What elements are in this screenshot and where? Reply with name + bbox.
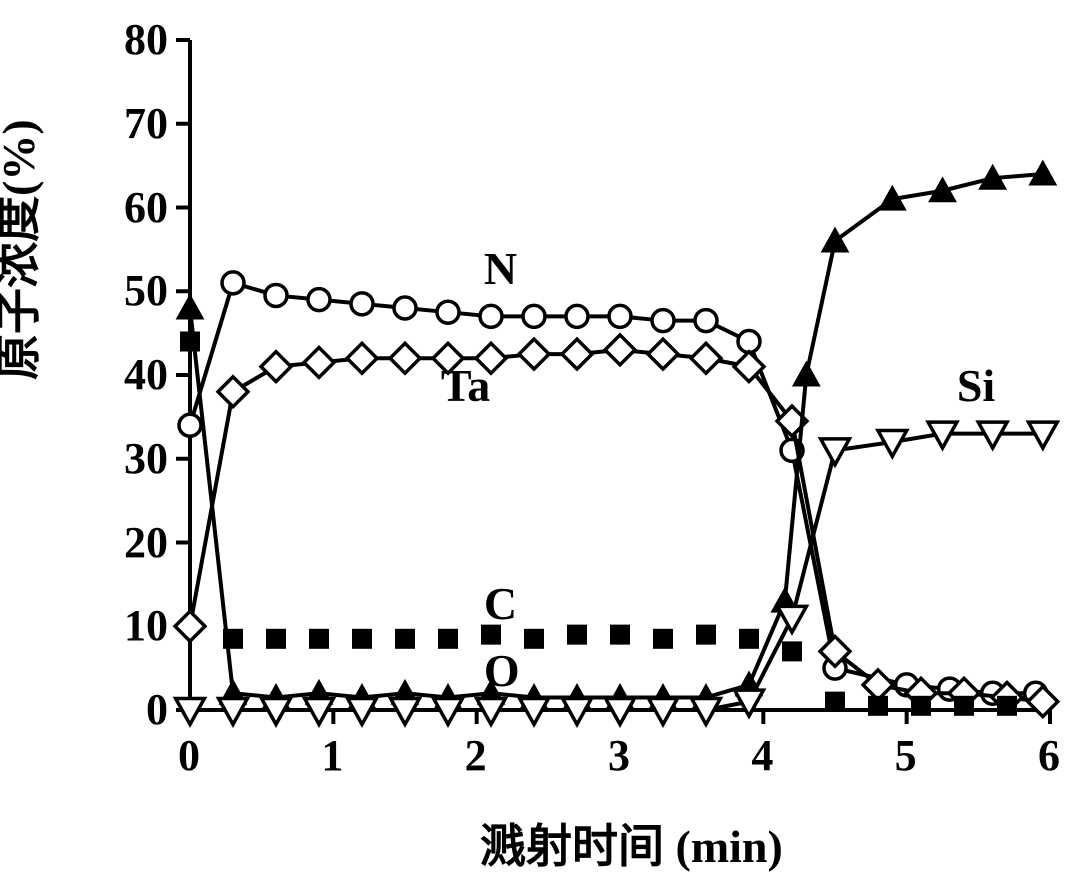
y-tick-label: 10 <box>124 600 168 651</box>
series-Si <box>176 422 1058 724</box>
y-tick-label: 30 <box>124 433 168 484</box>
x-tick-label: 4 <box>751 730 773 781</box>
x-axis-label: 溅射时间 (min) <box>480 810 783 876</box>
x-tick-label: 5 <box>895 730 917 781</box>
y-tick-label: 70 <box>124 98 168 149</box>
series-label-C: C <box>484 577 517 630</box>
x-tick-label: 3 <box>608 730 630 781</box>
series-C <box>180 332 1017 716</box>
y-tick-label: 40 <box>124 349 168 400</box>
y-tick-label: 60 <box>124 182 168 233</box>
y-tick-label: 80 <box>124 14 168 65</box>
series-label-Ta: Ta <box>441 359 490 412</box>
y-tick-label: 0 <box>146 684 168 735</box>
series-label-N: N <box>484 242 517 295</box>
series-Ta <box>175 335 1058 717</box>
x-tick-label: 2 <box>465 730 487 781</box>
y-tick-label: 20 <box>124 517 168 568</box>
y-axis-label: 原子浓度(%) <box>0 119 48 380</box>
y-tick-label: 50 <box>124 265 168 316</box>
x-tick-label: 1 <box>321 730 343 781</box>
series-label-Si: Si <box>957 359 995 412</box>
x-tick-label: 0 <box>178 730 200 781</box>
x-tick-label: 6 <box>1038 730 1060 781</box>
series-label-O: O <box>484 644 520 697</box>
depth-profile-chart: 原子浓度(%) 溅射时间 (min) 0 10 20 30 40 50 60 70 80 0 1 2 3… <box>0 0 1091 891</box>
